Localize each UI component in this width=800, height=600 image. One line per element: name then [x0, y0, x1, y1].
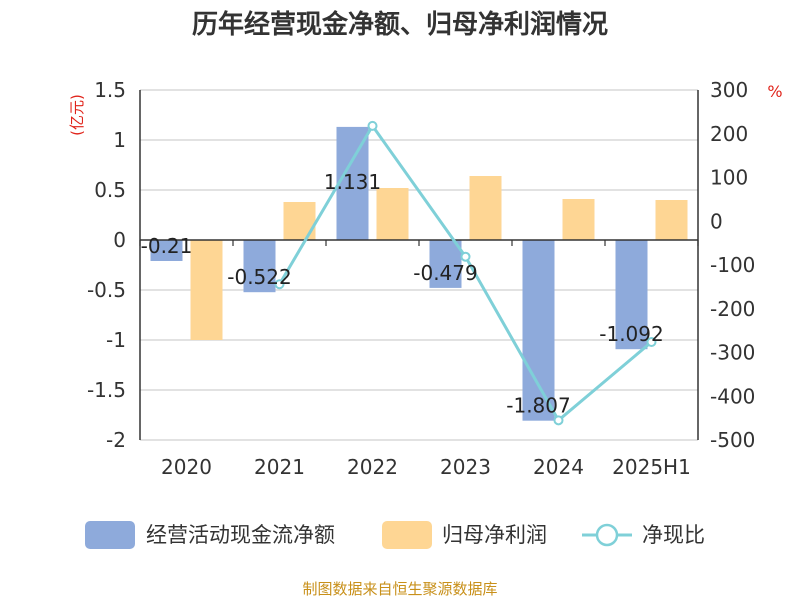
right-axis-unit: %: [767, 82, 782, 101]
data-labels: -0.21 -0.522 1.131 -0.479 -1.807 -1.092: [141, 170, 664, 418]
cashflow-bar: [615, 240, 648, 350]
x-tick-label: 2023: [440, 455, 491, 479]
legend-label-cashflow: 经营活动现金流净额: [146, 523, 335, 547]
left-tick-label: -1: [106, 328, 126, 352]
right-tick-label: -100: [710, 253, 755, 277]
right-tick-label: 0: [710, 209, 723, 233]
left-tick-label: -0.5: [87, 278, 126, 302]
legend-swatch-profit: [382, 521, 432, 549]
ratio-line: [274, 120, 657, 426]
left-tick-label: -2: [106, 428, 126, 452]
left-tick-label: 0: [113, 228, 126, 252]
chart-title: 历年经营现金净额、归母净利润情况: [192, 9, 608, 40]
profit-bar: [562, 199, 595, 240]
profit-bar: [376, 188, 409, 240]
legend: 经营活动现金流净额 归母净利润 净现比: [85, 521, 705, 549]
ratio-point: [367, 120, 378, 131]
legend-label-ratio: 净现比: [642, 523, 705, 547]
x-tick-label: 2025H1: [612, 455, 691, 479]
bars: [150, 126, 688, 421]
left-tick-label: -1.5: [87, 378, 126, 402]
legend-label-profit: 归母净利润: [442, 523, 547, 547]
ratio-point: [274, 279, 285, 290]
x-tick-label: 2022: [347, 455, 398, 479]
x-tick-label: 2021: [254, 455, 305, 479]
right-tick-label: -500: [710, 428, 755, 452]
legend-swatch-cashflow: [85, 521, 135, 549]
right-tick-label: 100: [710, 166, 748, 190]
ratio-point: [460, 251, 471, 262]
right-tick-label: -400: [710, 384, 755, 408]
x-tick-label: 2020: [161, 455, 212, 479]
right-tick-label: 300: [710, 78, 748, 102]
profit-bar: [283, 202, 316, 240]
left-axis-unit: (亿元): [68, 94, 86, 136]
left-tick-label: 1: [113, 128, 126, 152]
cashflow-bar: [150, 240, 183, 261]
axes: [139, 90, 699, 440]
profit-bar: [655, 200, 688, 240]
x-tick-label: 2024: [533, 455, 584, 479]
ratio-point: [646, 337, 657, 347]
legend-swatch-ratio-marker: [595, 523, 619, 547]
right-tick-label: -300: [710, 341, 755, 365]
cashflow-data-label: -0.522: [227, 265, 291, 289]
cashflow-data-label: 1.131: [324, 170, 381, 194]
ratio-point: [553, 415, 564, 426]
left-tick-label: 0.5: [94, 178, 126, 202]
source-note: 制图数据来自恒生聚源数据库: [302, 580, 497, 598]
profit-bar: [469, 176, 502, 240]
profit-bar: [190, 240, 223, 340]
cashflow-data-label: -1.807: [506, 394, 570, 418]
right-tick-label: 200: [710, 122, 748, 146]
right-tick-label: -200: [710, 297, 755, 321]
cashflow-bar: [336, 126, 369, 240]
cashflow-data-label: -0.21: [141, 234, 193, 258]
left-tick-label: 1.5: [94, 78, 126, 102]
cashflow-bar: [429, 240, 462, 288]
tick-labels: 1.5 1 0.5 0 -0.5 -1 -1.5 -2 300 200 100 0 -100 -200 -3…: [87, 78, 755, 479]
cashflow-data-label: -0.479: [413, 261, 477, 285]
cashflow-bar: [243, 240, 276, 293]
cashflow-data-label: -1.092: [599, 322, 663, 346]
cashflow-bar: [522, 240, 555, 421]
